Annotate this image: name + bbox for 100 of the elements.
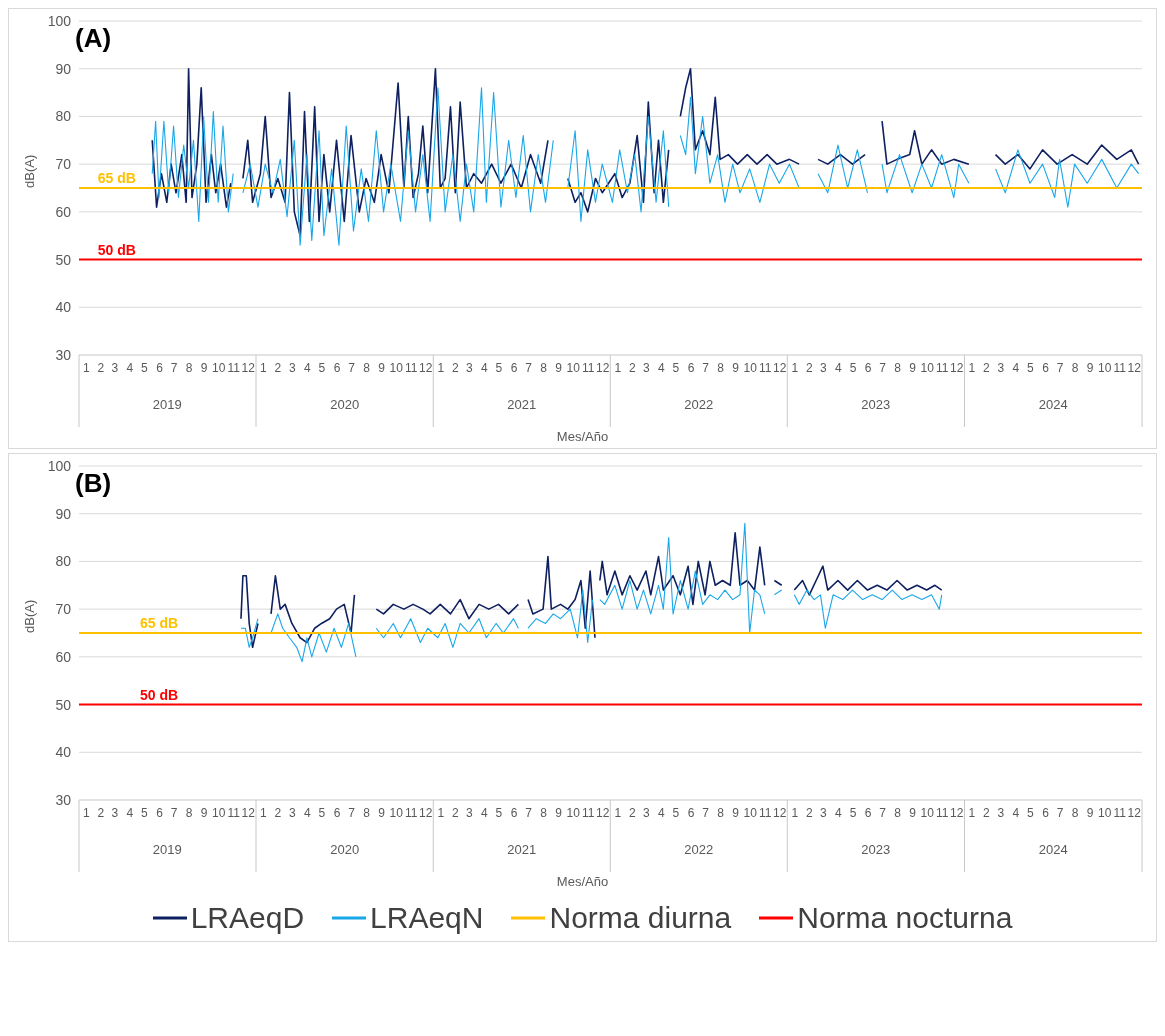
x-tick-label: 11 xyxy=(1113,805,1127,820)
y-tick-label: 70 xyxy=(55,156,72,173)
x-tick-label: 4 xyxy=(1012,805,1020,820)
x-tick-label: 2 xyxy=(274,360,282,375)
x-tick-label: 7 xyxy=(879,805,887,820)
x-tick-label: 10 xyxy=(1097,805,1112,820)
x-tick-label: 11 xyxy=(581,360,595,375)
x-tick-label: 2 xyxy=(274,805,282,820)
x-tick-label: 2 xyxy=(982,805,990,820)
x-tick-label: 6 xyxy=(333,360,341,375)
x-axis-title: Mes/Año xyxy=(555,429,610,444)
x-tick-label: 3 xyxy=(997,360,1005,375)
x-tick-label: 3 xyxy=(643,805,651,820)
x-tick-label: 5 xyxy=(318,360,326,375)
x-tick-label: 3 xyxy=(997,805,1005,820)
x-tick-label: 1 xyxy=(82,360,90,375)
x-tick-label: 6 xyxy=(864,360,872,375)
x-axis-title: Mes/Año xyxy=(555,874,610,889)
x-tick-label: 4 xyxy=(481,360,489,375)
x-tick-label: 9 xyxy=(732,360,740,375)
x-tick-label: 3 xyxy=(820,805,828,820)
x-tick-label: 1 xyxy=(614,805,622,820)
annotation: 65 dB xyxy=(97,170,136,186)
x-tick-label: 10 xyxy=(1097,360,1112,375)
x-tick-label: 11 xyxy=(758,805,772,820)
x-tick-label: 12 xyxy=(596,805,610,820)
x-tick-label: 11 xyxy=(935,360,949,375)
x-tick-label: 9 xyxy=(555,360,563,375)
x-tick-label: 12 xyxy=(241,360,256,375)
x2-tick-label: 2020 xyxy=(330,397,360,412)
y-tick-label: 30 xyxy=(55,791,72,808)
x-tick-label: 7 xyxy=(170,360,178,375)
x-tick-label: 7 xyxy=(348,805,356,820)
x-tick-label: 2 xyxy=(628,360,636,375)
x-tick-label: 2 xyxy=(451,805,459,820)
x2-tick-label: 2024 xyxy=(1038,842,1068,857)
x-tick-label: 1 xyxy=(791,805,799,820)
x2-tick-label: 2019 xyxy=(152,397,182,412)
x-tick-label: 2 xyxy=(451,360,459,375)
x-tick-label: 12 xyxy=(419,805,433,820)
x-tick-label: 3 xyxy=(466,360,474,375)
x2-tick-label: 2022 xyxy=(684,842,714,857)
x-tick-label: 8 xyxy=(894,805,902,820)
y-axis-title: dB(A) xyxy=(21,599,37,633)
x-tick-label: 8 xyxy=(185,360,193,375)
x-tick-label: 11 xyxy=(404,805,418,820)
x-tick-label: 7 xyxy=(525,805,533,820)
x-tick-label: 7 xyxy=(702,360,710,375)
legend-label: Norma nocturna xyxy=(797,901,1013,935)
x2-tick-label: 2021 xyxy=(507,842,537,857)
x-tick-label: 8 xyxy=(363,360,371,375)
x-tick-label: 11 xyxy=(1113,360,1127,375)
x-tick-label: 3 xyxy=(466,805,474,820)
x-tick-label: 10 xyxy=(920,360,935,375)
x-tick-label: 5 xyxy=(672,805,680,820)
x-tick-label: 1 xyxy=(82,805,90,820)
x-tick-label: 6 xyxy=(333,805,341,820)
x-tick-label: 7 xyxy=(879,360,887,375)
x-tick-label: 11 xyxy=(581,805,595,820)
x-tick-label: 7 xyxy=(348,360,356,375)
x-tick-label: 3 xyxy=(111,360,119,375)
y-tick-label: 40 xyxy=(55,744,72,761)
x-tick-label: 10 xyxy=(211,805,226,820)
x-tick-label: 12 xyxy=(773,360,787,375)
x2-tick-label: 2023 xyxy=(861,397,891,412)
x-tick-label: 4 xyxy=(835,805,843,820)
x-tick-label: 9 xyxy=(555,805,563,820)
x-tick-label: 10 xyxy=(389,360,404,375)
x-tick-label: 4 xyxy=(658,805,666,820)
x-tick-label: 11 xyxy=(404,360,418,375)
y-tick-label: 30 xyxy=(55,346,72,363)
x-tick-label: 4 xyxy=(481,805,489,820)
x-tick-label: 12 xyxy=(950,805,964,820)
x-tick-label: 12 xyxy=(419,360,433,375)
x-tick-label: 9 xyxy=(909,360,917,375)
x-tick-label: 7 xyxy=(170,805,178,820)
x-tick-label: 1 xyxy=(968,360,976,375)
x-tick-label: 6 xyxy=(1042,360,1050,375)
x-tick-label: 5 xyxy=(672,360,680,375)
x-tick-label: 5 xyxy=(1027,360,1035,375)
x-tick-label: 10 xyxy=(389,805,404,820)
x2-tick-label: 2019 xyxy=(152,842,182,857)
x-tick-label: 12 xyxy=(950,360,964,375)
x-tick-label: 8 xyxy=(540,805,548,820)
x-tick-label: 1 xyxy=(259,360,267,375)
x-tick-label: 3 xyxy=(289,360,297,375)
x-tick-label: 5 xyxy=(318,805,326,820)
x-tick-label: 2 xyxy=(982,360,990,375)
x-tick-label: 6 xyxy=(510,805,518,820)
x-tick-label: 10 xyxy=(743,360,758,375)
x-tick-label: 7 xyxy=(1056,360,1064,375)
x-tick-label: 4 xyxy=(658,360,666,375)
x-tick-label: 10 xyxy=(566,805,581,820)
x-tick-label: 3 xyxy=(289,805,297,820)
x-tick-label: 4 xyxy=(126,360,134,375)
x-tick-label: 9 xyxy=(1086,360,1094,375)
x-tick-label: 8 xyxy=(363,805,371,820)
y-tick-label: 90 xyxy=(55,505,72,522)
x-tick-label: 12 xyxy=(241,805,256,820)
y-tick-label: 40 xyxy=(55,299,72,316)
